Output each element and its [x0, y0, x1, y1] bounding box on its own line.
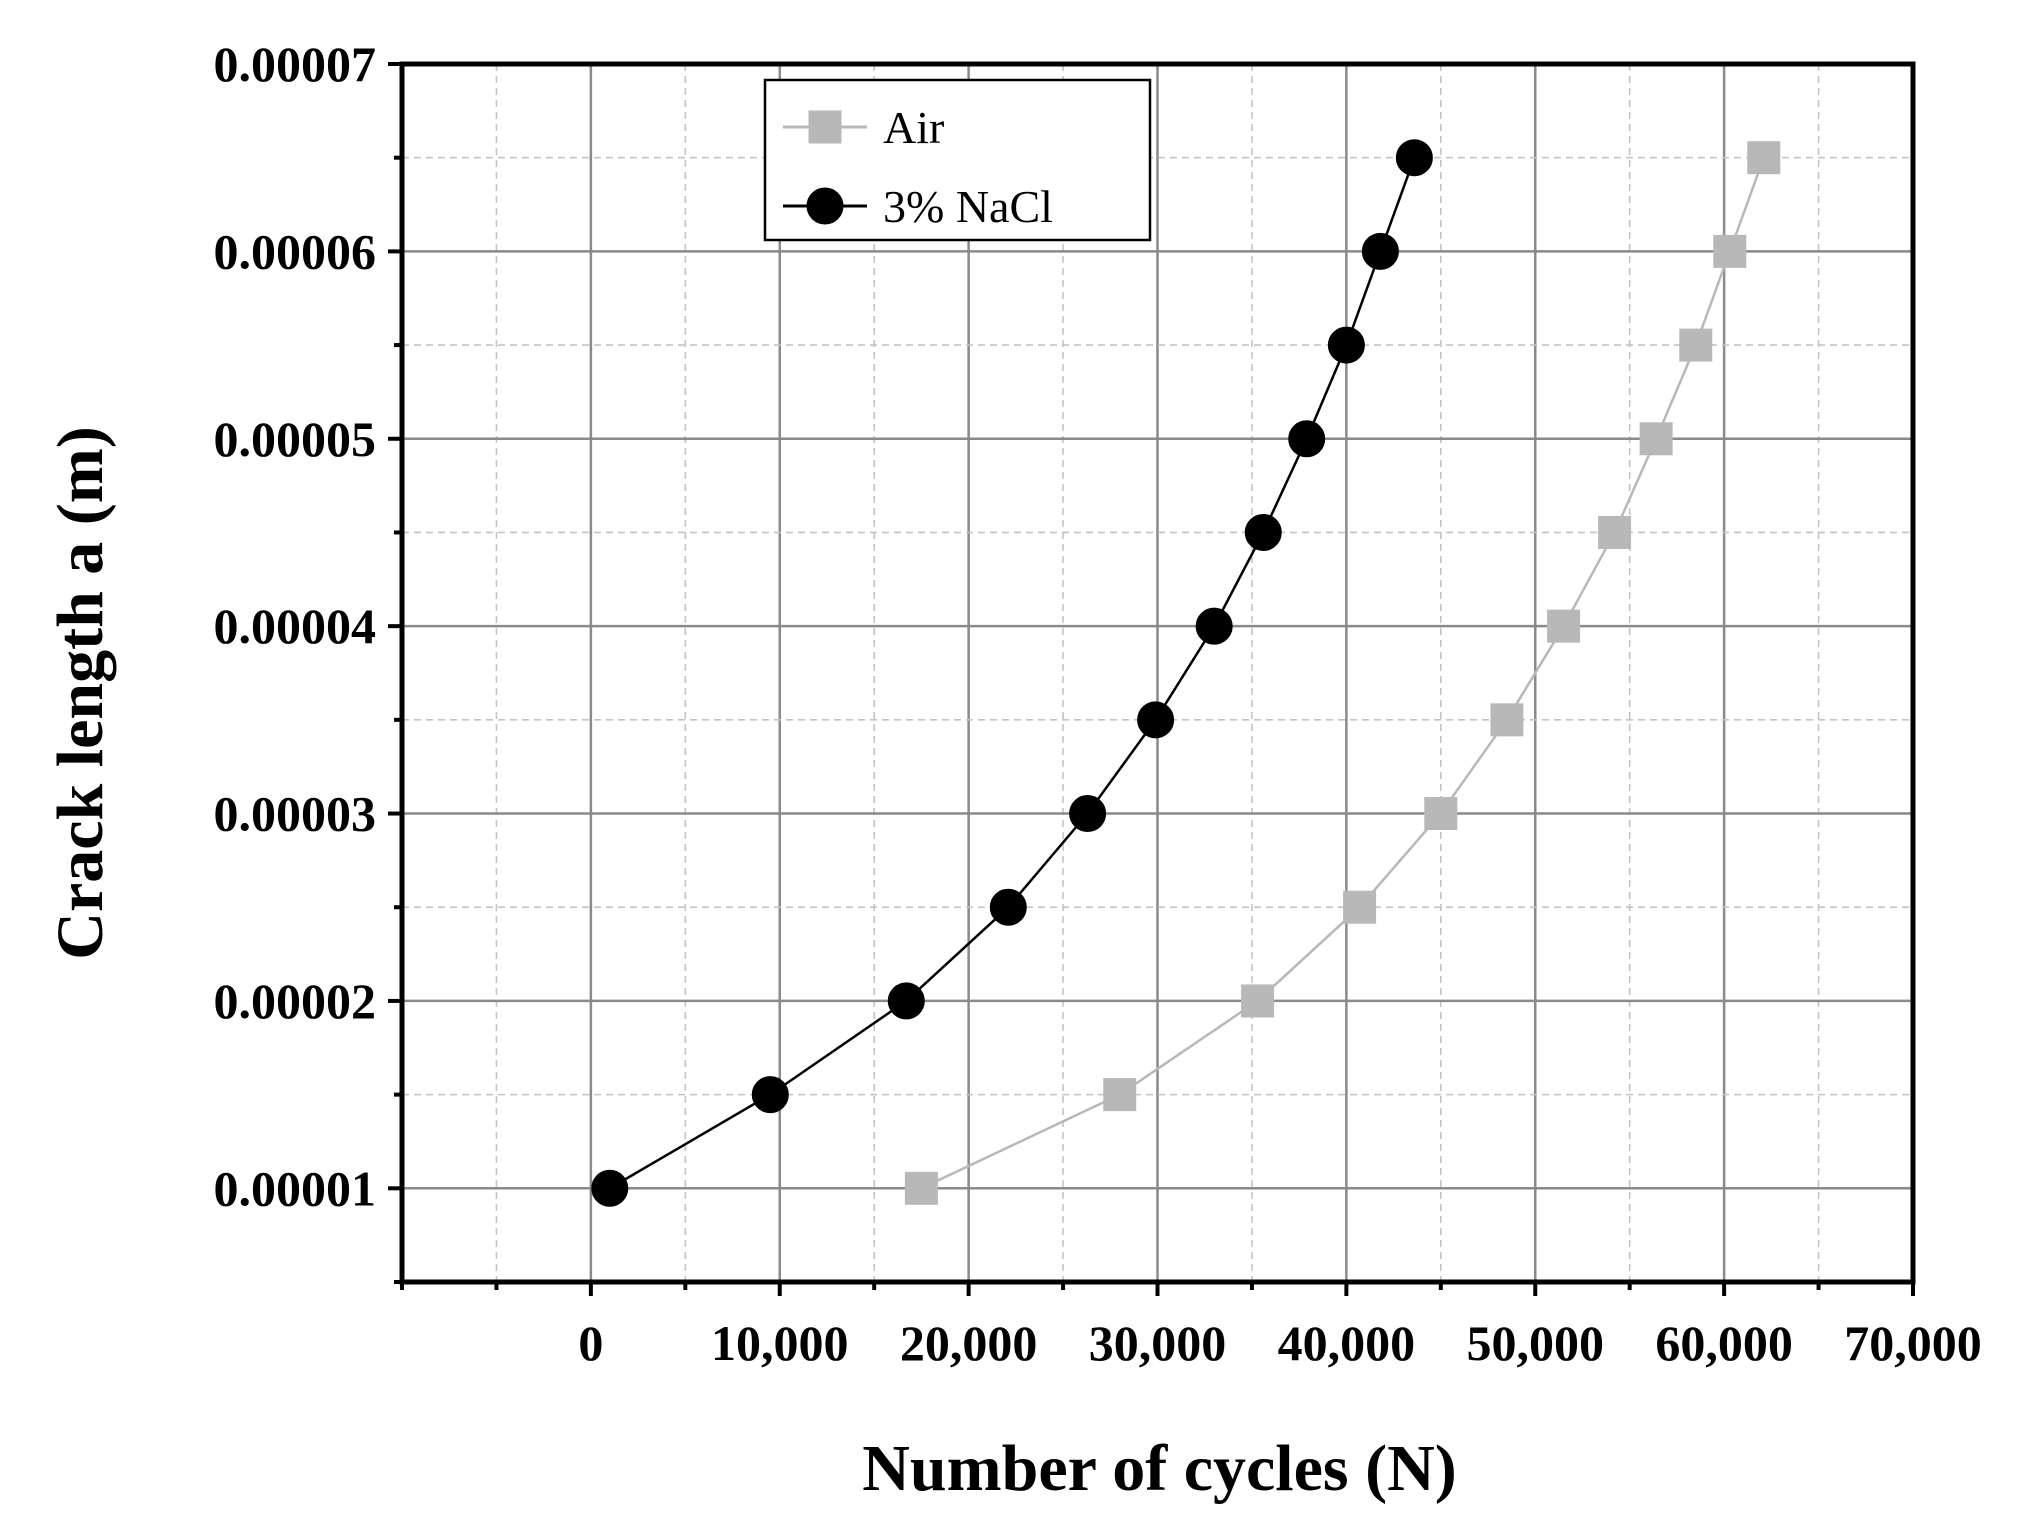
data-point [1244, 513, 1282, 551]
y-tick-label: 0.00004 [214, 598, 377, 654]
series-air [904, 141, 1781, 1205]
x-tick-label: 60,000 [1655, 1315, 1793, 1371]
y-tick-label: 0.00005 [214, 411, 377, 467]
data-point [1069, 795, 1107, 833]
data-point [1490, 703, 1524, 737]
x-tick-label: 20,000 [900, 1315, 1038, 1371]
data-point [1547, 609, 1581, 643]
data-point [1343, 890, 1377, 924]
data-point [1361, 232, 1399, 270]
legend-entry: Air [783, 102, 944, 153]
axes: 0 10,000 20,000 30,000 40,000 50,000 60,000 70,… [214, 36, 1982, 1371]
data-point [1598, 515, 1632, 549]
data-point [1195, 607, 1233, 645]
series-3-nacl [591, 139, 1433, 1207]
data-point [887, 982, 925, 1020]
x-tick-label: 10,000 [711, 1315, 849, 1371]
data-point [1713, 234, 1747, 268]
data-point [1241, 984, 1275, 1018]
legend-entry: 3% NaCl [783, 181, 1053, 232]
data-point [904, 1171, 938, 1205]
x-tick-label: 50,000 [1467, 1315, 1605, 1371]
data-point [1747, 141, 1781, 175]
y-tick-label: 0.00002 [214, 973, 377, 1029]
legend-label: 3% NaCl [883, 181, 1053, 232]
legend-marker [806, 187, 844, 225]
legend-label: Air [883, 102, 944, 153]
x-tick-label: 0 [578, 1315, 603, 1371]
data-point [751, 1076, 789, 1114]
data-point [989, 888, 1027, 926]
x-tick-label: 70,000 [1844, 1315, 1982, 1371]
x-tick-label: 30,000 [1089, 1315, 1227, 1371]
data-point [591, 1169, 629, 1207]
data-point [1137, 701, 1175, 739]
data-point [1395, 139, 1433, 177]
data-point [1679, 328, 1713, 362]
data-series [591, 139, 1781, 1207]
y-axis-title: Crack length a (m) [44, 426, 117, 959]
y-tick-label: 0.00007 [214, 36, 377, 92]
data-point [1288, 420, 1326, 458]
y-tick-label: 0.00006 [214, 223, 377, 279]
data-point [1424, 797, 1458, 831]
y-tick-label: 0.00003 [214, 786, 377, 842]
data-point [1639, 422, 1673, 456]
x-tick-label: 40,000 [1278, 1315, 1416, 1371]
grid [402, 64, 1913, 1282]
legend-marker [808, 110, 842, 144]
data-point [1103, 1078, 1137, 1112]
y-tick-label: 0.00001 [214, 1160, 377, 1216]
series-line [920, 157, 1765, 1190]
data-point [1327, 326, 1365, 364]
series-line [609, 157, 1416, 1190]
x-axis-title: Number of cycles (N) [862, 1432, 1456, 1505]
legend: Air 3% NaCl [763, 78, 1152, 242]
